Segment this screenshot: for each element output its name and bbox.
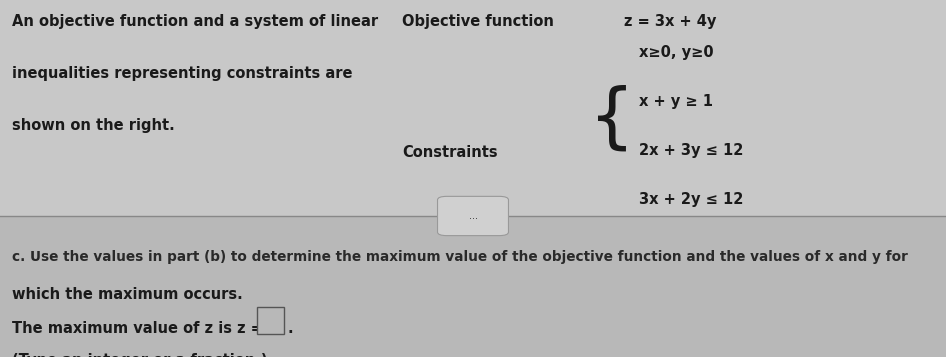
Bar <box>0 0 946 216</box>
Text: Constraints: Constraints <box>402 145 498 160</box>
Text: (Type an integer or a fraction.): (Type an integer or a fraction.) <box>12 353 268 357</box>
Text: An objective function and a system of linear: An objective function and a system of li… <box>12 14 378 29</box>
Text: inequalities representing constraints are: inequalities representing constraints ar… <box>12 66 353 81</box>
Text: x≥0, y≥0: x≥0, y≥0 <box>639 45 713 60</box>
Text: Objective function: Objective function <box>402 14 554 29</box>
Bar <box>0 216 946 357</box>
Text: .: . <box>288 321 293 336</box>
Text: shown on the right.: shown on the right. <box>12 118 175 133</box>
Text: 3x + 2y ≤ 12: 3x + 2y ≤ 12 <box>639 192 743 207</box>
Text: The maximum value of z is z =: The maximum value of z is z = <box>12 321 263 336</box>
FancyBboxPatch shape <box>257 307 284 334</box>
Text: which the maximum occurs.: which the maximum occurs. <box>12 287 243 302</box>
Text: ...: ... <box>468 211 478 221</box>
Text: 2x + 3y ≤ 12: 2x + 3y ≤ 12 <box>639 143 743 158</box>
Text: x + y ≥ 1: x + y ≥ 1 <box>639 94 712 109</box>
Text: c. Use the values in part (b) to determine the maximum value of the objective fu: c. Use the values in part (b) to determi… <box>12 250 908 264</box>
FancyBboxPatch shape <box>437 196 509 236</box>
Text: {: { <box>589 84 635 153</box>
Text: z = 3x + 4y: z = 3x + 4y <box>624 14 717 29</box>
